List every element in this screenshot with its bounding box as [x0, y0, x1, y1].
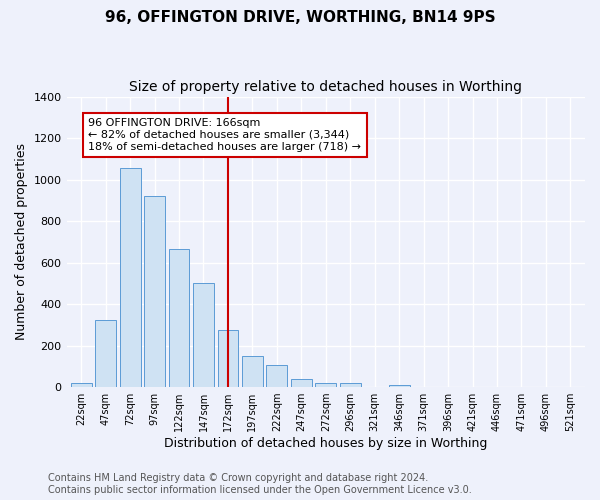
- Y-axis label: Number of detached properties: Number of detached properties: [15, 144, 28, 340]
- Bar: [169, 249, 190, 387]
- Bar: [389, 384, 410, 387]
- Bar: [266, 366, 287, 387]
- Bar: [95, 320, 116, 387]
- X-axis label: Distribution of detached houses by size in Worthing: Distribution of detached houses by size …: [164, 437, 487, 450]
- Text: 96, OFFINGTON DRIVE, WORTHING, BN14 9PS: 96, OFFINGTON DRIVE, WORTHING, BN14 9PS: [104, 10, 496, 25]
- Text: 96 OFFINGTON DRIVE: 166sqm
← 82% of detached houses are smaller (3,344)
18% of s: 96 OFFINGTON DRIVE: 166sqm ← 82% of deta…: [88, 118, 361, 152]
- Bar: [291, 379, 312, 387]
- Bar: [71, 383, 92, 387]
- Text: Contains HM Land Registry data © Crown copyright and database right 2024.
Contai: Contains HM Land Registry data © Crown c…: [48, 474, 472, 495]
- Bar: [193, 284, 214, 387]
- Bar: [340, 383, 361, 387]
- Bar: [144, 196, 165, 387]
- Bar: [316, 382, 336, 387]
- Bar: [218, 330, 238, 387]
- Bar: [120, 168, 140, 387]
- Bar: [242, 356, 263, 387]
- Title: Size of property relative to detached houses in Worthing: Size of property relative to detached ho…: [129, 80, 522, 94]
